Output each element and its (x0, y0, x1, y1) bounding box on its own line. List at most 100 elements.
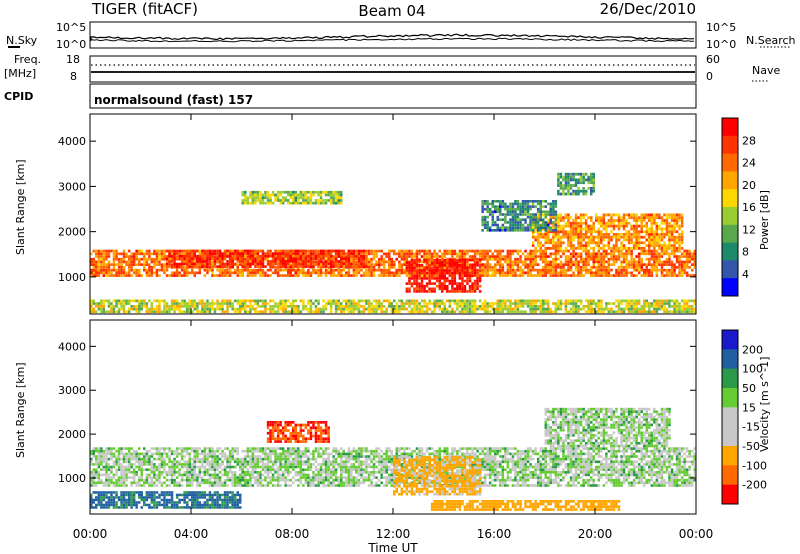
echo-cell-0 (120, 457, 123, 461)
echo-cell-2 (466, 269, 469, 272)
echo-cell-0 (117, 455, 121, 458)
echo-cell-6 (246, 310, 250, 314)
echo-cell-6 (196, 307, 199, 311)
echo-cell-0 (655, 271, 659, 275)
echo-cell-6 (138, 305, 141, 308)
echo-cell-0 (299, 271, 303, 275)
echo-cell-4 (322, 199, 325, 202)
echo-cell-5 (499, 207, 502, 211)
echo-cell-1 (299, 262, 303, 266)
echo-cell-6 (552, 302, 555, 305)
echo-cell-7 (584, 189, 588, 193)
echo-cell-4 (294, 201, 297, 205)
echo-cell-6 (584, 299, 588, 303)
echo-cell-0 (350, 257, 353, 261)
echo-cell-0 (665, 260, 669, 264)
echo-cell-2 (435, 264, 439, 267)
echo-cell-0 (239, 271, 242, 275)
echo-cell-6 (352, 299, 356, 303)
echo-cell-6 (302, 299, 305, 303)
echo-cell-0 (501, 249, 505, 253)
echo-cell-0 (345, 266, 348, 269)
echo-cell-6 (595, 302, 598, 305)
echo-cell-6 (607, 302, 611, 305)
echo-cell-5 (481, 218, 484, 221)
echo-cell-0 (143, 260, 146, 264)
echo-cell-6 (223, 299, 227, 303)
echo-cell-0 (491, 255, 494, 258)
echo-cell-0 (602, 249, 606, 253)
echo-cell-1 (246, 265, 250, 268)
echo-cell-0 (602, 252, 606, 256)
echo-cell-0 (223, 271, 227, 275)
echo-cell-3 (663, 213, 666, 217)
echo-cell-0 (572, 271, 575, 275)
echo-cell-7 (569, 178, 573, 182)
echo-cell-4 (304, 193, 308, 197)
echo-cell-0 (107, 260, 111, 264)
echo-cell-2 (473, 258, 477, 262)
echo-cell-2 (468, 290, 472, 293)
echo-cell-0 (597, 252, 600, 256)
echo-cell-0 (160, 252, 164, 256)
echo-cell-0 (327, 268, 330, 272)
echo-cell-0 (655, 266, 659, 269)
echo-cell-0 (127, 266, 131, 269)
echo-cell-0 (423, 260, 426, 264)
echo-cell-3 (648, 230, 651, 234)
echo-cell-7 (590, 181, 593, 185)
echo-cell-4 (294, 190, 297, 194)
echo-cell-3 (567, 238, 570, 242)
echo-cell-3 (559, 216, 563, 220)
echo-cell-3 (557, 230, 560, 234)
echo-cell-6 (191, 302, 194, 305)
echo-cell-3 (600, 247, 603, 250)
echo-cell-0 (125, 460, 128, 464)
echo-cell-0 (453, 252, 457, 256)
echo-cell-0 (567, 249, 570, 253)
echo-cell-3 (564, 235, 568, 239)
echo-cell-0 (494, 266, 497, 269)
echo-cell-6 (486, 307, 489, 311)
echo-cell-0 (451, 249, 454, 253)
echo-cell-0 (499, 255, 502, 258)
echo-cell-1 (236, 252, 239, 255)
echo-cell-7 (569, 187, 573, 190)
echo-cell-0 (590, 266, 593, 269)
echo-cell-6 (446, 299, 449, 303)
echo-cell-3 (650, 233, 653, 236)
echo-cell-1 (274, 249, 277, 253)
echo-cell-0 (420, 260, 424, 264)
echo-cell-6 (592, 299, 595, 303)
echo-cell-5 (488, 229, 492, 232)
echo-cell-1 (352, 257, 356, 261)
echo-cell-5 (536, 210, 540, 214)
echo-cell-0 (637, 255, 641, 258)
echo-cell-3 (557, 241, 560, 245)
echo-cell-6 (688, 299, 691, 303)
echo-cell-5 (516, 213, 520, 216)
echo-cell-6 (193, 305, 196, 308)
echo-cell-0 (617, 252, 621, 256)
echo-cell-1 (340, 262, 343, 266)
echo-cell-6 (150, 310, 154, 314)
echo-cell-5 (539, 229, 542, 232)
echo-cell-0 (110, 452, 113, 456)
cpid-panel: CPID normalsound (fast) 157 (4, 83, 697, 109)
echo-cell-6 (514, 299, 517, 303)
echo-cell-3 (590, 224, 593, 228)
echo-cell-0 (668, 268, 671, 272)
echo-cell-2 (408, 266, 411, 270)
echo-cell-1 (261, 252, 265, 255)
echo-cell-3 (552, 247, 555, 250)
echo-cell-0 (559, 274, 563, 277)
echo-cell-6 (425, 310, 429, 314)
echo-cell-0 (292, 252, 295, 256)
echo-cell-1 (170, 260, 174, 263)
echo-cell-0 (410, 249, 414, 253)
echo-cell-1 (327, 249, 330, 253)
echo-cell-6 (153, 299, 156, 303)
echo-cell-0 (650, 266, 654, 269)
echo-cell-1 (287, 260, 290, 263)
echo-cell-3 (602, 235, 606, 239)
